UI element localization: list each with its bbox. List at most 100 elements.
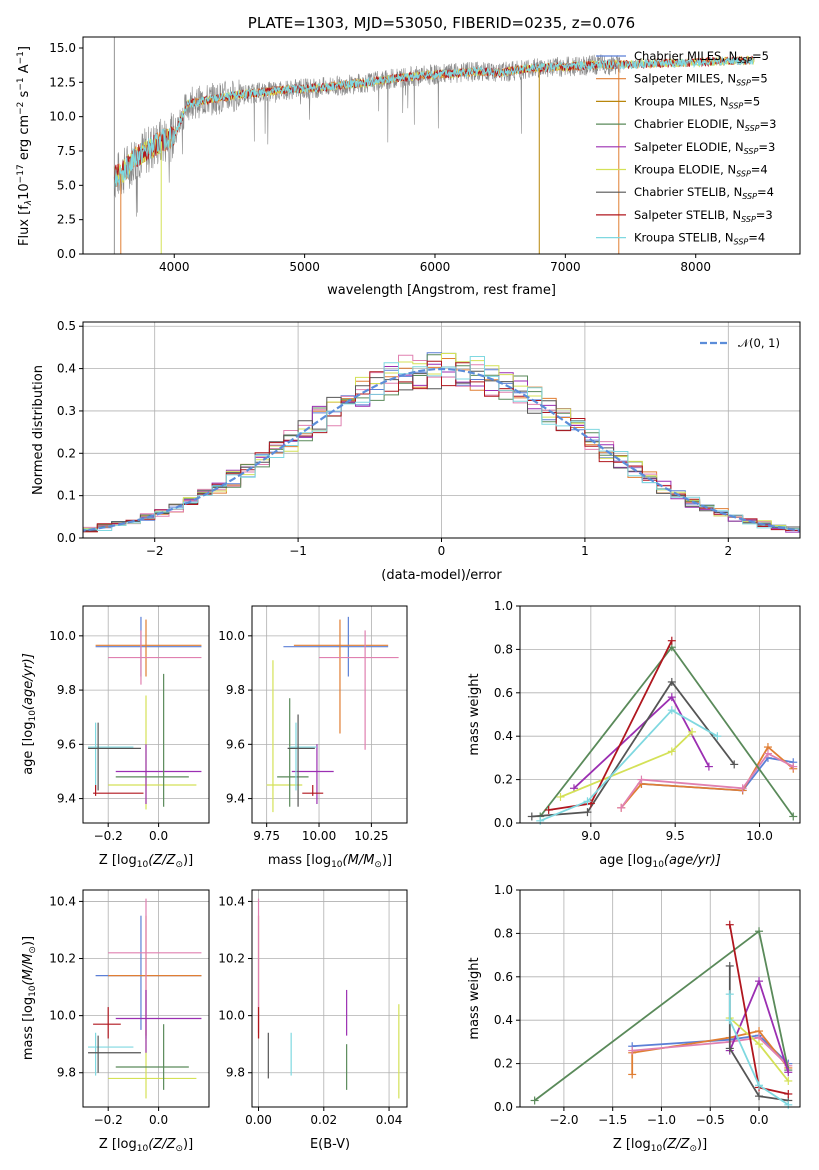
x-axis-label: age [log10(age/yr)]: [599, 853, 721, 870]
x-tick-label: −2: [146, 544, 164, 558]
label-part: Salpeter MILES, N: [634, 72, 736, 86]
label-part: Z [log: [99, 1137, 137, 1152]
x-axis-label: E(B-V): [310, 1137, 350, 1152]
legend-entry: Kroupa ELODIE, NSSP=4: [634, 163, 768, 179]
y-tick-label: 1.0: [494, 883, 513, 897]
x-tick-label: −1.0: [647, 1113, 676, 1127]
label-part: =4: [757, 185, 774, 199]
y-tick-label: 10.0: [49, 629, 76, 643]
label-part: age [log: [21, 722, 36, 775]
label-part: A: [17, 64, 32, 77]
chart-title: PLATE=1303, MJD=53050, FIBERID=0235, z=0…: [248, 14, 635, 32]
axes-frame: [82, 36, 801, 255]
y-axis-label: mass weight: [467, 957, 482, 1039]
x-tick-label: 1: [581, 544, 589, 558]
label-part: s: [17, 90, 32, 101]
y-tick-label: 0.4: [57, 362, 76, 376]
axes-frame: [519, 889, 801, 1108]
axes-frame: [251, 889, 408, 1108]
y-tick-label: 9.8: [226, 683, 245, 697]
label-part: ⊙: [175, 1144, 183, 1154]
y-tick-label: 0.2: [57, 446, 76, 460]
legend-entry: Chabrier MILES, NSSP=5: [634, 49, 769, 65]
label-part: 10: [17, 183, 32, 200]
x-axis-label: Z [log10(Z/Z⊙)]: [99, 1137, 193, 1154]
y-tick-label: 10.0: [49, 1009, 76, 1023]
x-tick-label: 0.0: [149, 829, 168, 843]
y-tick-label: 10.0: [218, 1009, 245, 1023]
y-axis-label: age [log10(age/yr)]: [21, 653, 38, 775]
label-part: SSP: [736, 170, 751, 179]
x-tick-label: 4000: [159, 260, 190, 274]
y-tick-label: 0.0: [57, 247, 76, 261]
label-part: =3: [756, 208, 773, 222]
label-part: SSP: [742, 192, 757, 201]
label-part: Kroupa STELIB, N: [634, 231, 734, 245]
y-tick-label: 0.0: [494, 816, 513, 830]
x-axis-label: (data-model)/error: [381, 568, 502, 583]
y-tick-label: 0.0: [57, 531, 76, 545]
label-part: −2: [16, 102, 26, 115]
legend-entry: Kroupa MILES, NSSP=5: [634, 94, 760, 110]
histogram-group: [83, 352, 800, 535]
x-tick-label: −0.2: [94, 1113, 123, 1127]
y-tick-label: 0.4: [494, 729, 513, 743]
axes-frame: [251, 605, 408, 824]
y-tick-label: 0.0: [494, 1100, 513, 1114]
label-part: Salpeter ELODIE, N: [634, 140, 744, 154]
weight-series: [539, 645, 795, 818]
x-tick-label: −2.0: [549, 1113, 578, 1127]
label-part: =3: [760, 117, 777, 131]
x-tick-label: 7000: [550, 260, 581, 274]
y-tick-label: 10.4: [218, 894, 245, 908]
label-part: )]: [697, 1137, 707, 1152]
label-part: SSP: [744, 147, 759, 156]
label-part: =5: [743, 94, 760, 108]
x-axis-label: Z [log10(Z/Z⊙)]: [613, 1137, 707, 1154]
label-part: Chabrier ELODIE, N: [634, 117, 745, 131]
y-tick-label: 1.0: [494, 599, 513, 613]
x-tick-label: 5000: [289, 260, 320, 274]
x-tick-label: 0.0: [749, 1113, 768, 1127]
label-part: 10: [137, 860, 149, 870]
weight-series: [632, 1036, 789, 1067]
label-part: =3: [758, 140, 775, 154]
y-axis-label: mass [log10(M/M⊙)]: [21, 936, 38, 1060]
x-tick-label: 0: [438, 544, 446, 558]
label-part: Salpeter STELIB, N: [634, 208, 741, 222]
x-axis-label: wavelength [Angstrom, rest frame]: [327, 283, 556, 298]
legend-entry: Chabrier ELODIE, NSSP=3: [634, 117, 776, 133]
y-tick-label: 12.5: [49, 75, 76, 89]
weight-series: [539, 709, 718, 822]
label-part: ⊙: [175, 860, 183, 870]
y-axis-label: Flux [fλ10−17 erg cm−2 s−1 A−1]: [16, 46, 34, 246]
label-part: Chabrier STELIB, N: [634, 185, 742, 199]
label-part: (M/M: [21, 954, 36, 986]
label-part: )]: [183, 1137, 193, 1152]
legend-entry: Kroupa STELIB, NSSP=4: [634, 231, 765, 247]
x-tick-label: −0.2: [94, 829, 123, 843]
label-part: Kroupa MILES, N: [634, 94, 729, 108]
x-tick-label: −0.5: [696, 1113, 725, 1127]
y-tick-label: 10.2: [49, 952, 76, 966]
spectrum-group: [113, 37, 755, 254]
model-spectrum: [113, 55, 755, 189]
axes-frame: [82, 889, 210, 1108]
y-axis-label: mass weight: [467, 673, 482, 755]
y-tick-label: 10.2: [218, 952, 245, 966]
label-part: ⊙: [374, 860, 382, 870]
label-part: (Z/Z: [148, 853, 176, 868]
x-tick-label: 8000: [680, 260, 711, 274]
y-tick-label: 9.8: [57, 683, 76, 697]
weight-series: [531, 680, 735, 818]
x-tick-label: 6000: [420, 260, 451, 274]
label-part: ⊙: [689, 1144, 697, 1154]
label-part: (age/yr)]: [664, 853, 721, 868]
label-part: Z [log: [99, 853, 137, 868]
legend-entry: Chabrier STELIB, NSSP=4: [634, 185, 774, 201]
y-tick-label: 2.5: [57, 213, 76, 227]
y-tick-label: 5.0: [57, 178, 76, 192]
label-part: age [log: [599, 853, 652, 868]
legend-entry: Salpeter STELIB, NSSP=3: [634, 208, 773, 224]
